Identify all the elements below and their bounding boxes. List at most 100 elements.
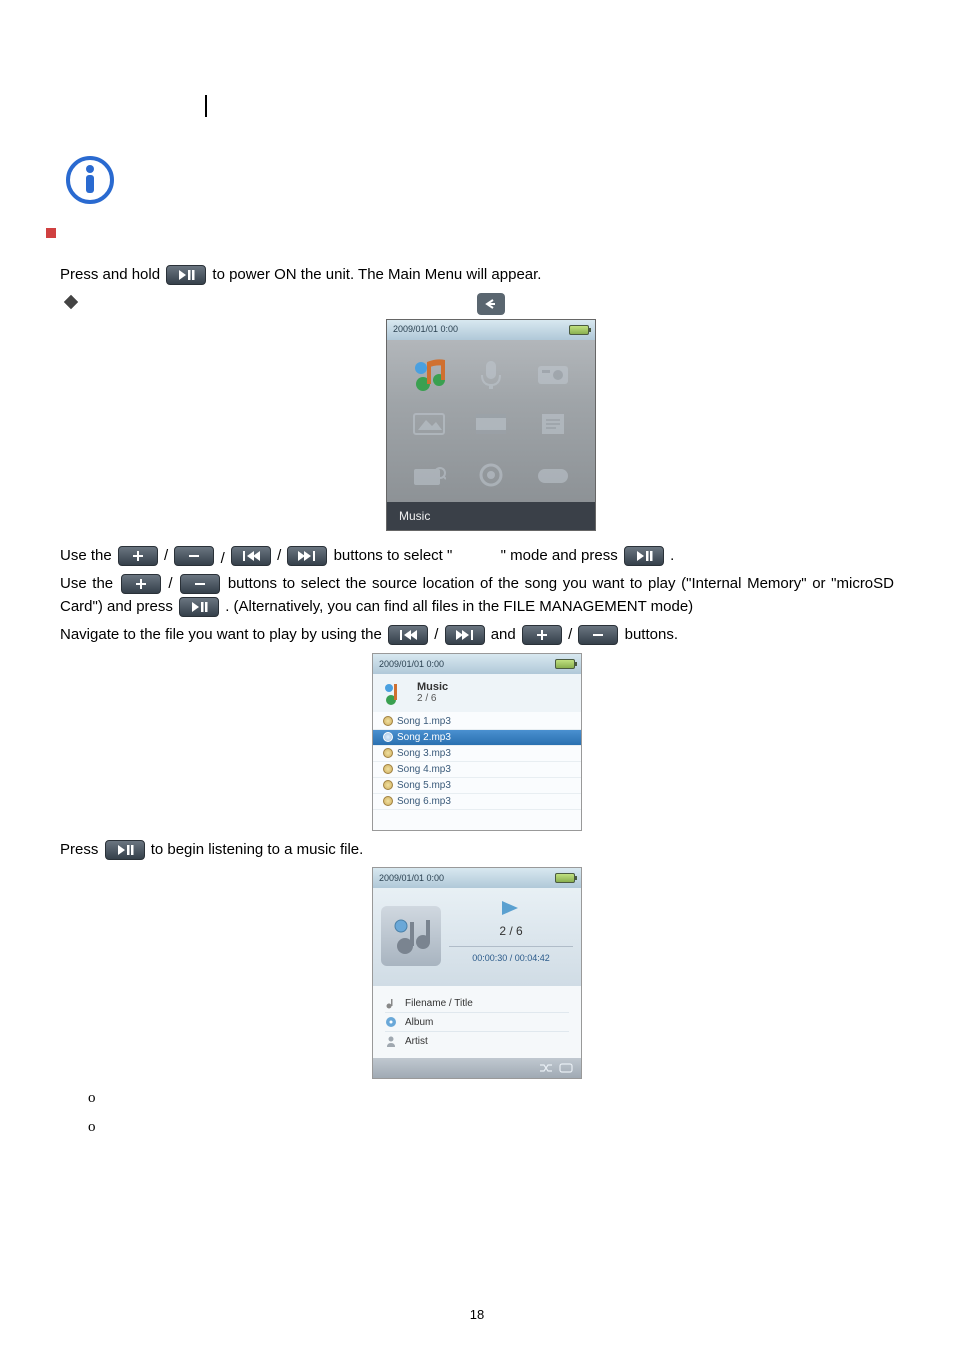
time-label: 00:00:30 / 00:04:42 — [472, 953, 550, 963]
note-icon — [385, 997, 397, 1009]
label: buttons. — [625, 626, 678, 643]
status-bar: 2009/01/01 0:00 — [387, 320, 595, 340]
list-item: Song 3.mp3 — [373, 746, 581, 762]
label: Use the — [60, 547, 116, 564]
label: . — [670, 547, 674, 564]
bullet-diamond-icon — [64, 294, 78, 308]
label: / — [434, 626, 442, 643]
plus-icon — [118, 546, 158, 566]
page-number: 18 — [0, 1307, 954, 1322]
list-item: Song 6.mp3 — [373, 794, 581, 810]
menu-settings-icon — [463, 453, 519, 498]
label: to power ON the unit. The Main Menu will… — [212, 266, 541, 283]
menu-music-icon — [401, 352, 457, 397]
menu-video-icon — [463, 402, 519, 447]
label: Press and hold — [60, 266, 164, 283]
label: to begin listening to a music file. — [151, 841, 364, 858]
label: and — [491, 626, 520, 643]
play-pause-icon — [624, 546, 664, 566]
main-menu-screenshot: 2009/01/01 0:00 — [386, 293, 596, 531]
disc-icon — [383, 748, 393, 758]
label: Use the — [60, 575, 119, 592]
text-use-nav-buttons: Use the / / / buttons to select " " mode… — [60, 545, 894, 568]
label: Press — [60, 841, 103, 858]
menu-game-icon — [525, 453, 581, 498]
label: Filename / Title — [405, 998, 473, 1009]
disc-icon — [383, 764, 393, 774]
text-navigate: Navigate to the file you want to play by… — [60, 624, 894, 647]
play-pause-icon — [166, 265, 206, 285]
label: / — [221, 550, 229, 567]
label: buttons to select " — [334, 547, 453, 564]
file-name: Song 5.mp3 — [397, 780, 451, 791]
disc-icon — [383, 796, 393, 806]
meta-title-row: Filename / Title — [385, 994, 569, 1013]
menu-photo-icon — [401, 402, 457, 447]
disc-icon — [383, 732, 393, 742]
label: / — [277, 547, 285, 564]
menu-radio-icon — [525, 352, 581, 397]
bullet-o: o — [88, 1087, 894, 1110]
next-icon — [445, 625, 485, 645]
battery-icon — [555, 873, 575, 883]
list-item: Song 1.mp3 — [373, 714, 581, 730]
label: / — [164, 547, 172, 564]
text-cursor — [205, 95, 207, 117]
list-item: Song 5.mp3 — [373, 778, 581, 794]
list-heading: Music — [417, 681, 448, 693]
list-counter: 2 / 6 — [417, 693, 448, 704]
plus-icon — [522, 625, 562, 645]
minus-icon — [578, 625, 618, 645]
file-name: Song 3.mp3 — [397, 748, 451, 759]
bullet-o: o — [88, 1116, 894, 1139]
list-item: Song 4.mp3 — [373, 762, 581, 778]
file-name: Song 6.mp3 — [397, 796, 451, 807]
warning-circle-icon — [65, 155, 115, 209]
label: Navigate to the file you want to play by… — [60, 626, 386, 643]
play-status-icon — [500, 900, 522, 916]
status-bar: 2009/01/01 0:00 — [373, 654, 581, 674]
label: / — [568, 626, 576, 643]
label: / — [168, 575, 178, 592]
file-list-screenshot: 2009/01/01 0:00 Music 2 / 6 Song 1.mp3 So… — [372, 653, 582, 831]
list-item: Song 2.mp3 — [373, 730, 581, 746]
datetime-label: 2009/01/01 0:00 — [393, 323, 458, 337]
label: " mode and press — [501, 547, 622, 564]
play-pause-icon — [179, 597, 219, 617]
section-marker — [46, 228, 56, 238]
menu-ebook-icon — [525, 402, 581, 447]
prev-icon — [388, 625, 428, 645]
shuffle-icon — [539, 1063, 553, 1073]
play-pause-icon — [105, 840, 145, 860]
battery-icon — [569, 325, 589, 335]
label: . (Alternatively, you can find all files… — [225, 598, 693, 615]
file-name: Song 1.mp3 — [397, 716, 451, 727]
battery-icon — [555, 659, 575, 669]
repeat-icon — [559, 1063, 573, 1073]
player-screenshot: 2009/01/01 0:00 2 / 6 00:00:30 / 00:04:4… — [372, 867, 582, 1079]
return-icon — [477, 293, 505, 315]
text-press-begin: Press to begin listening to a music file… — [60, 839, 894, 862]
menu-files-icon — [401, 453, 457, 498]
datetime-label: 2009/01/01 0:00 — [379, 873, 444, 883]
datetime-label: 2009/01/01 0:00 — [379, 659, 444, 669]
track-counter: 2 / 6 — [499, 924, 522, 938]
plus-icon — [121, 574, 161, 594]
disc-icon — [385, 1016, 397, 1028]
person-icon — [385, 1035, 397, 1047]
disc-icon — [383, 780, 393, 790]
album-art-icon — [381, 906, 441, 966]
next-icon — [287, 546, 327, 566]
disc-icon — [383, 716, 393, 726]
file-name: Song 4.mp3 — [397, 764, 451, 775]
menu-selected-label: Music — [387, 502, 595, 530]
meta-artist-row: Artist — [385, 1032, 569, 1050]
label: Artist — [405, 1036, 428, 1047]
minus-icon — [174, 546, 214, 566]
meta-album-row: Album — [385, 1013, 569, 1032]
label: Album — [405, 1017, 433, 1028]
text-press-hold: Press and hold to power ON the unit. The… — [60, 264, 894, 287]
status-bar: 2009/01/01 0:00 — [373, 868, 581, 888]
prev-icon — [231, 546, 271, 566]
file-name: Song 2.mp3 — [397, 732, 451, 743]
